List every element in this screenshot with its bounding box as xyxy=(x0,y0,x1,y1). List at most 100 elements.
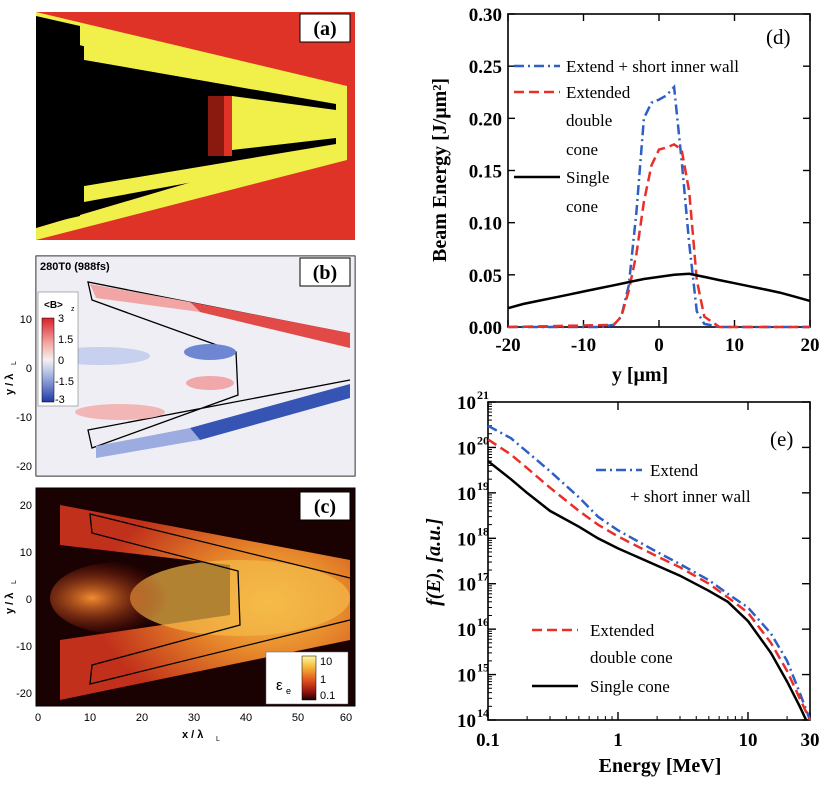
chart-d-ytick-label: 0.20 xyxy=(469,109,502,130)
panel-c-ytick: 20 xyxy=(20,500,32,512)
chart-e-ytick-exponent: 18 xyxy=(477,524,489,538)
panel-b-ytick: 0 xyxy=(26,363,32,375)
panel-c-colorbar-symbol: ε xyxy=(276,677,283,694)
chart-e-ytick-exponent: 19 xyxy=(477,479,489,493)
chart-d-legend-extend: Extend + short inner wall xyxy=(566,57,739,76)
panel-b-colorbar-title: <B> xyxy=(44,300,63,311)
panel-b-blob-2 xyxy=(186,376,234,390)
chart-d-ylabel: Beam Energy [J/μm²] xyxy=(429,78,451,262)
chart-d-xtick-label: -20 xyxy=(495,335,520,356)
chart-d-xtick-label: 20 xyxy=(801,335,820,356)
panel-c-ytick: -20 xyxy=(16,688,32,700)
panel-c-ylabel-sub: L xyxy=(11,580,18,584)
chart-d-legend-single-2: cone xyxy=(566,197,598,216)
chart-e-xtick-label: 10 xyxy=(738,730,757,751)
panel-c-xtick: 10 xyxy=(84,712,96,724)
panel-b-blob-1 xyxy=(184,344,236,360)
panel-b-ytick: -10 xyxy=(16,412,32,424)
panel-b-cb-tick: -3 xyxy=(55,394,65,406)
chart-e-frame xyxy=(487,401,811,721)
panel-b-wall-top-2 xyxy=(90,284,200,312)
chart-d-ytick-label: 0.05 xyxy=(469,266,502,287)
chart-e-legend-single: Single cone xyxy=(590,677,670,696)
cone-inner-wall-top xyxy=(84,44,336,104)
chart-e-series-solid xyxy=(487,460,808,721)
cone-inner-wall-bottom xyxy=(84,144,336,202)
cone-gap-top xyxy=(84,60,336,110)
panel-c-xtick: 40 xyxy=(240,712,252,724)
chart-d-x-ticks: -20 -10 0 10 20 xyxy=(495,14,820,356)
chart-e-legend-extend-1: Extend xyxy=(650,461,699,480)
panel-c-ytick: -10 xyxy=(16,641,32,653)
panel-b-time-label: 280T0 (988fs) xyxy=(40,261,110,273)
chart-d-series-dashed xyxy=(507,142,810,329)
panel-c-xtick: 50 xyxy=(292,712,304,724)
panel-b-colorbar xyxy=(41,317,55,403)
chart-d-xtick-label: 0 xyxy=(654,335,664,356)
chart-d-ytick-label: 0.25 xyxy=(469,57,502,78)
panel-b-blob-4 xyxy=(75,404,165,420)
panel-b-cb-tick: 1.5 xyxy=(58,334,73,346)
chart-e-ytick-label: 10 xyxy=(457,393,476,414)
panel-b: <B> z 3 1.5 0 -1.5 -3 280T0 (988fs) (b) … xyxy=(4,255,356,477)
panel-b-cone-outline xyxy=(87,281,351,449)
chart-e-ylabel: f(E), [a.u.] xyxy=(423,518,445,606)
chart-e-ytick-label: 10 xyxy=(457,438,476,459)
chart-e-ytick-exponent: 17 xyxy=(477,570,489,584)
chart-e-xlabel: Energy [MeV] xyxy=(599,755,722,777)
panel-b-wall-top xyxy=(190,302,350,348)
chart-e-ytick-label: 10 xyxy=(457,711,476,732)
chart-e-series xyxy=(487,424,812,721)
chart-d-ytick-label: 0.10 xyxy=(469,214,502,235)
panel-c-ytick: 10 xyxy=(20,547,32,559)
chart-e-xtick-label: 0.1 xyxy=(476,730,500,751)
panel-c-ylabel: y / λ xyxy=(4,593,16,614)
panel-b-ylabel-sub: L xyxy=(11,361,18,365)
chart-e-xtick-label: 30 xyxy=(801,730,820,751)
chart-e-series-dashdot xyxy=(487,424,812,721)
chart-e-ytick-label: 10 xyxy=(457,529,476,550)
chart-d-xtick-label: 10 xyxy=(725,335,744,356)
panel-c-hotspot xyxy=(130,560,350,636)
chart-e-ytick-label: 10 xyxy=(457,620,476,641)
panel-b-cb-tick: 3 xyxy=(58,313,64,325)
panel-c-cb-tick: 10 xyxy=(320,656,332,668)
panel-c-ytick: 0 xyxy=(26,594,32,606)
chart-e-ytick-label: 10 xyxy=(457,484,476,505)
chart-d-series-solid xyxy=(507,272,811,310)
chart-d-ytick-label: 0.30 xyxy=(469,5,502,26)
panel-c-cb-tick: 0.1 xyxy=(320,690,335,702)
panel-b-ylabel: y / λ xyxy=(4,374,16,395)
panel-c-xtick: 0 xyxy=(35,712,41,724)
chart-e-ytick-label: 10 xyxy=(457,666,476,687)
chart-e-ytick-exponent: 16 xyxy=(477,615,489,629)
cone-tip-edge xyxy=(224,96,232,156)
chart-d-panel-label: (d) xyxy=(766,25,791,49)
chart-d: 0.00 0.05 0.10 0.15 0.20 0.25 0.30 -20 -10 0 10 20… xyxy=(429,5,820,386)
panel-c-glow-cone xyxy=(60,505,350,700)
chart-d-legend-extended-1: Extended xyxy=(566,83,631,102)
panel-b-ytick: -20 xyxy=(16,461,32,473)
panel-b-cb-tick: -1.5 xyxy=(55,376,74,388)
panel-c-label-box xyxy=(299,491,351,521)
chart-e-panel-label: (e) xyxy=(770,427,793,451)
cone-gap-bottom xyxy=(84,138,336,186)
panel-b-ytick: 10 xyxy=(20,314,32,326)
panel-b-colorbar-subscript: z xyxy=(71,306,75,313)
panel-b-wall-bottom-2 xyxy=(96,428,200,458)
chart-e-ytick-exponent: 21 xyxy=(477,388,489,402)
cone-outer-wall xyxy=(36,12,347,240)
panel-c-label: (c) xyxy=(314,496,336,518)
cone-black-core xyxy=(36,38,84,224)
panel-c-colorbar xyxy=(301,655,317,701)
chart-d-series-dashdot xyxy=(508,84,810,329)
panel-c-cb-tick: 1 xyxy=(320,674,326,686)
panel-a: (a) xyxy=(36,12,355,240)
chart-e-ytick-exponent: 14 xyxy=(477,706,489,720)
panel-b-texture xyxy=(36,256,355,476)
panel-c-cone-outline xyxy=(89,513,351,685)
chart-d-legend-single-1: Single xyxy=(566,168,609,187)
panel-c-xtick: 60 xyxy=(340,712,352,724)
chart-e-legend-extend-2: + short inner wall xyxy=(630,487,751,506)
